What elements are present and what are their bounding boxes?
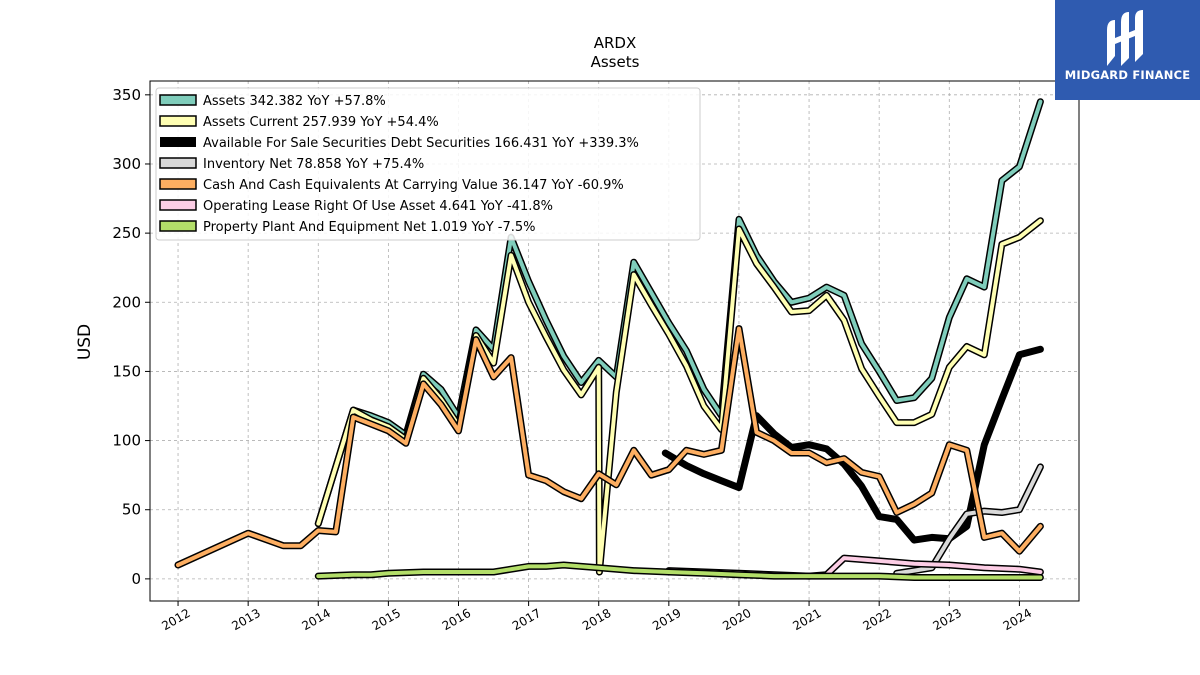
chart-title: ARDX	[594, 34, 637, 52]
x-tick-label: 2017	[510, 606, 543, 633]
series-line	[894, 464, 1043, 576]
legend-entry: Operating Lease Right Of Use Asset 4.641…	[203, 199, 553, 214]
legend-swatch	[159, 157, 197, 169]
x-tick-label: 2016	[440, 606, 473, 633]
x-tick-label: 2015	[370, 606, 403, 633]
y-tick-label: 250	[112, 224, 141, 242]
y-tick-label: 350	[112, 86, 141, 104]
series-line	[316, 563, 1043, 580]
legend-entry: Property Plant And Equipment Net 1.019 Y…	[203, 220, 536, 235]
legend-entry: Assets Current 257.939 YoY +54.4%	[203, 115, 439, 130]
legend-swatch	[159, 220, 197, 232]
legend-swatch	[159, 115, 197, 127]
legend-swatch	[159, 94, 197, 106]
x-tick-label: 2013	[229, 606, 262, 633]
legend-box	[155, 87, 701, 241]
series-outline	[314, 217, 1044, 576]
y-tick-label: 200	[112, 293, 141, 311]
x-tick-label: 2012	[159, 606, 192, 633]
y-axis-label: USD	[75, 324, 95, 360]
y-tick-label: 100	[112, 432, 141, 450]
legend-entry: Inventory Net 78.858 YoY +75.4%	[203, 157, 424, 172]
x-tick-label: 2020	[720, 606, 753, 633]
y-tick-label: 150	[112, 362, 141, 380]
y-tick-label: 300	[112, 155, 141, 173]
series-line	[176, 326, 1043, 567]
midgard-m-icon	[1107, 10, 1143, 66]
plot-frame	[149, 80, 1080, 602]
legend-swatch	[160, 137, 196, 147]
x-tick-label: 2021	[790, 606, 823, 633]
y-tick-label: 50	[122, 501, 141, 519]
series-line	[316, 99, 1043, 526]
legend-swatch	[159, 199, 197, 211]
chart-subtitle: Assets	[591, 53, 640, 71]
x-tick-label: 2019	[650, 606, 683, 633]
x-tick-label: 2023	[931, 606, 964, 633]
x-tick-label: 2024	[1001, 606, 1034, 633]
brand-name: MIDGARD FINANCE	[1064, 68, 1191, 82]
legend-entry: Assets 342.382 YoY +57.8%	[203, 94, 386, 109]
legend-swatch	[159, 178, 197, 190]
series-group	[174, 98, 1044, 581]
x-tick-label: 2022	[860, 606, 893, 633]
series-line	[316, 218, 1043, 574]
legend: Assets 342.382 YoY +57.8% Assets Current …	[155, 87, 701, 241]
legend-entry: Cash And Cash Equivalents At Carrying Va…	[203, 178, 624, 193]
y-tick-label: 0	[131, 570, 141, 588]
legend-entry: Available For Sale Securities Debt Secur…	[203, 136, 639, 151]
brand-logo: MIDGARD FINANCE	[1055, 0, 1200, 100]
x-tick-label: 2018	[580, 606, 613, 633]
x-tick-label: 2014	[300, 606, 333, 633]
